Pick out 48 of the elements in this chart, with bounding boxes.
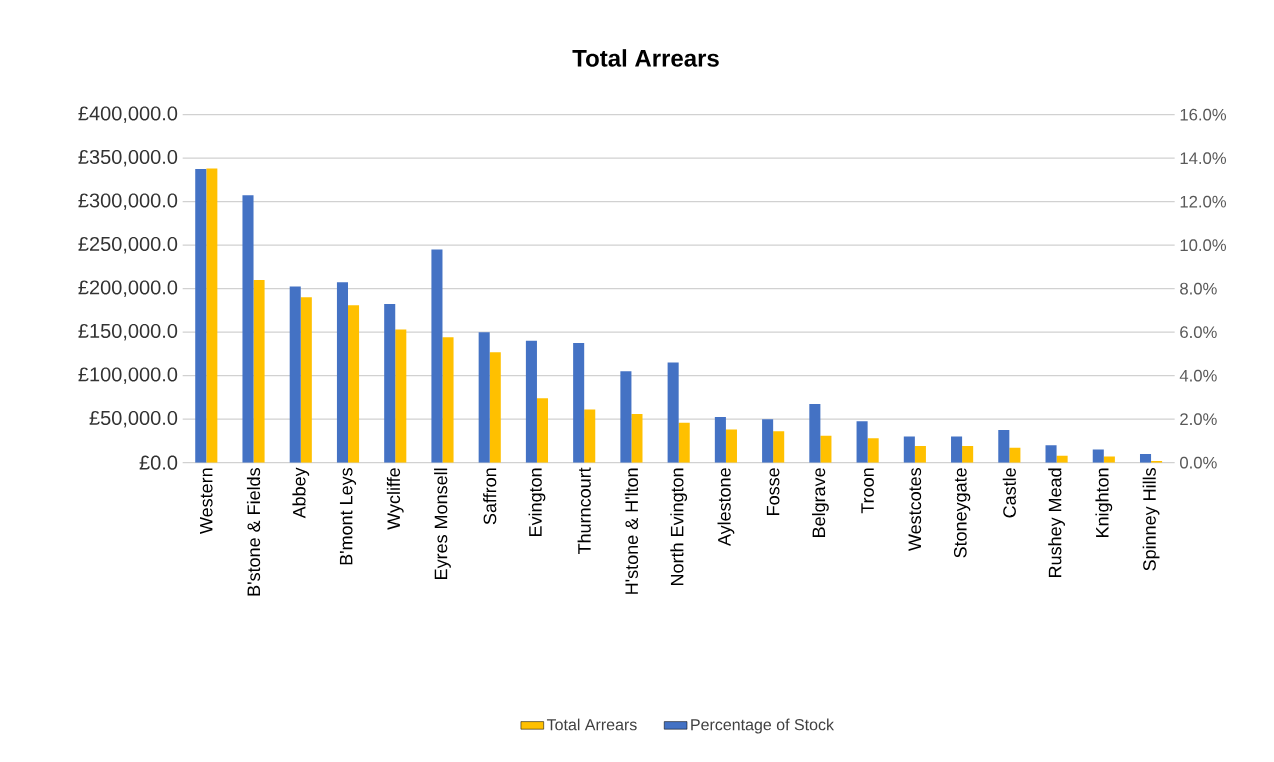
y-tick-label: £50,000.0 (89, 410, 178, 428)
bar (573, 343, 585, 463)
y-tick-label: £250,000.0 (78, 236, 178, 254)
x-tick-label: Thurncourt (577, 467, 591, 554)
x-tick-label: Eyres Monsell (434, 468, 451, 579)
legend-label: Percentage of Stock (691, 718, 835, 734)
x-tick-label: Wycliffe (386, 468, 404, 530)
x-tick-label: Stoneygate (953, 468, 971, 558)
x-tick-label: Fosse (766, 468, 780, 515)
bar (1045, 445, 1057, 463)
y2-tick-label: 10.0% (1180, 239, 1227, 252)
x-tick-label: Spinney Hills (1142, 468, 1160, 571)
bar (998, 430, 1010, 463)
x-tick-label: Abbey (292, 467, 310, 519)
y-tick-label: £0.0 (139, 455, 178, 470)
bar (667, 362, 679, 463)
y2-tick-label: 6.0% (1180, 326, 1217, 339)
y-tick-label: £100,000.0 (78, 367, 178, 384)
x-tick-label: Aylestone (717, 468, 735, 547)
y2-tick-label: 4.0% (1179, 369, 1217, 382)
legend-label: Total Arrears (546, 718, 637, 731)
x-tick-label: Rushey Mead (1048, 468, 1065, 577)
y-tick-label: £150,000.0 (78, 323, 178, 341)
x-tick-label: Castle (1002, 468, 1016, 518)
x-tick-label: H'stone & H'lton (624, 468, 639, 594)
y-tick-label: £200,000.0 (78, 280, 178, 297)
x-tick-label: Belgrave (811, 468, 829, 537)
y-tick-label: £350,000.0 (78, 149, 178, 167)
y-tick-label: £300,000.0 (78, 193, 178, 210)
y2-tick-label: 2.0% (1180, 413, 1217, 426)
y2-tick-label: 0.0% (1180, 456, 1217, 469)
y2-tick-label: 12.0% (1180, 195, 1227, 208)
x-tick-label: North Evington (670, 468, 688, 585)
x-tick-label: Western (200, 468, 213, 534)
x-tick-label: Saffron (483, 468, 497, 525)
y2-tick-label: 16.0% (1180, 108, 1227, 121)
x-tick-label: Westcotes (908, 468, 922, 551)
y-tick-label: £400,000.0 (78, 106, 178, 123)
x-tick-label: Troon (861, 468, 874, 514)
chart-title: Total Arrears (572, 49, 719, 67)
x-tick-label: B'mont Leys (339, 468, 357, 565)
bar (809, 403, 821, 463)
x-tick-label: B'stone & Fields (246, 468, 261, 596)
bar (1139, 453, 1152, 463)
x-tick-label: Evington (528, 468, 546, 536)
x-tick-label: Knighton (1095, 468, 1113, 537)
y2-tick-label: 14.0% (1180, 152, 1227, 165)
y2-tick-label: 8.0% (1180, 282, 1217, 295)
